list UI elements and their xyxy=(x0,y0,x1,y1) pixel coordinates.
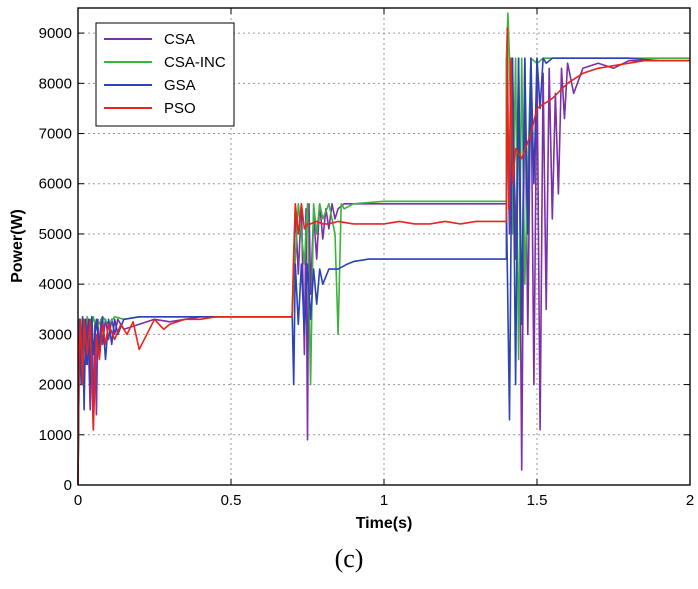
y-tick-label: 4000 xyxy=(39,276,72,293)
x-tick-label: 1.5 xyxy=(527,492,548,509)
y-tick-label: 1000 xyxy=(39,427,72,444)
y-tick-label: 3000 xyxy=(39,326,72,343)
plot-frame xyxy=(77,7,691,486)
x-axis-label: Time(s) xyxy=(356,515,413,532)
y-tick-label: 7000 xyxy=(39,126,72,143)
figure-caption: (c) xyxy=(334,544,364,573)
y-axis-label: Power(W) xyxy=(9,209,26,283)
legend-label-gsa: GSA xyxy=(164,77,196,94)
legend-label-pso: PSO xyxy=(164,100,196,117)
legend-label-csa-inc: CSA-INC xyxy=(164,54,226,71)
series-lines xyxy=(77,12,690,486)
x-tick-label: 2 xyxy=(686,492,694,509)
y-tick-label: 0 xyxy=(64,477,72,494)
series-line-pso xyxy=(77,27,690,486)
x-tick-label: 1 xyxy=(380,492,388,509)
legend-label-csa: CSA xyxy=(164,31,195,48)
y-tick-label: 2000 xyxy=(39,377,72,394)
axis-ticks: 0 0.5 1 1.5 2 0 1000 2000 3000 4000 5000 6000 7000 80… xyxy=(39,8,694,509)
legend: CSA CSA-INC GSA PSO xyxy=(95,22,235,127)
x-tick-label: 0.5 xyxy=(221,492,242,509)
power-chart: 0 0.5 1 1.5 2 0 1000 2000 3000 4000 5000 6000 7000 80… xyxy=(9,7,694,532)
x-tick-label: 0 xyxy=(74,492,82,509)
y-tick-label: 5000 xyxy=(39,226,72,243)
y-tick-label: 8000 xyxy=(39,75,72,92)
y-tick-label: 9000 xyxy=(39,25,72,42)
series-line-gsa xyxy=(77,57,690,486)
y-tick-label: 6000 xyxy=(39,176,72,193)
